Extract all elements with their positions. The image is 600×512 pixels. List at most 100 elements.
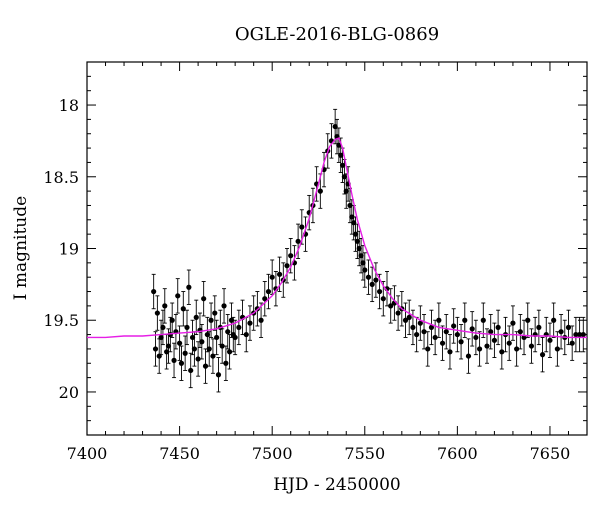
data-point — [458, 339, 464, 345]
plot-frame — [86, 61, 588, 436]
data-point — [236, 324, 242, 331]
data-point — [225, 329, 231, 335]
axis-ticks — [86, 62, 588, 436]
data-point — [491, 337, 498, 343]
y-tick-label: 19 — [59, 240, 79, 259]
data-point — [343, 188, 349, 194]
data-point — [243, 331, 249, 338]
data-point — [488, 329, 494, 335]
x-tick-label: 7600 — [437, 444, 478, 463]
data-point — [221, 303, 227, 309]
data-point — [428, 324, 435, 331]
x-tick-label: 7650 — [530, 444, 571, 463]
data-point — [580, 331, 586, 338]
data-point — [299, 224, 305, 230]
y-tick-label: 20 — [59, 383, 79, 402]
data-point — [226, 349, 233, 355]
data-point — [480, 317, 486, 323]
data-point — [189, 334, 196, 341]
data-point — [421, 329, 427, 335]
data-point — [506, 340, 512, 346]
x-axis-label: HJD - 2450000 — [273, 475, 401, 495]
data-point — [514, 346, 520, 352]
chart-title: OGLE-2016-BLG-0869 — [235, 24, 439, 45]
data-point — [223, 360, 229, 366]
data-point — [156, 353, 162, 359]
data-point — [188, 367, 194, 374]
data-point — [439, 340, 446, 346]
data-point — [158, 334, 164, 341]
data-point — [473, 334, 479, 341]
data-point — [202, 363, 209, 369]
data-point — [169, 317, 175, 323]
data-point — [295, 238, 301, 244]
data-point — [569, 340, 575, 346]
data-point — [373, 277, 379, 283]
data-point — [365, 274, 372, 280]
x-tick-label: 7400 — [67, 444, 108, 463]
data-point — [193, 314, 199, 320]
data-point — [376, 288, 383, 295]
data-point — [212, 310, 218, 316]
data-point — [151, 288, 157, 295]
data-point — [284, 263, 290, 269]
x-tick-label: 7450 — [159, 444, 200, 463]
data-point — [208, 317, 214, 323]
data-point — [476, 346, 483, 352]
data-point — [276, 271, 283, 277]
data-point — [565, 324, 572, 331]
data-point — [360, 260, 366, 266]
data-point — [201, 296, 207, 302]
data-point — [341, 174, 348, 180]
data-point — [539, 352, 546, 358]
data-point — [232, 334, 238, 341]
data-point — [425, 346, 431, 352]
data-point — [165, 343, 172, 349]
data-point — [154, 310, 160, 316]
data-point — [215, 372, 222, 378]
data-point — [358, 253, 364, 259]
data-point — [462, 317, 468, 323]
data-point — [317, 188, 323, 194]
data-point — [269, 274, 275, 280]
data-point — [347, 202, 353, 209]
data-point — [395, 310, 401, 316]
data-point — [191, 346, 198, 352]
data-point — [573, 331, 579, 338]
data-point — [454, 331, 460, 338]
data-point — [332, 123, 338, 130]
data-point — [465, 353, 472, 359]
y-tick-label: 18 — [59, 96, 79, 115]
data-point — [451, 323, 457, 329]
data-point — [186, 284, 192, 290]
data-point — [369, 281, 375, 287]
data-point — [339, 162, 346, 168]
data-point — [182, 350, 188, 356]
error-bars — [151, 108, 586, 393]
data-point — [351, 220, 357, 226]
data-point — [414, 331, 420, 338]
data-point — [336, 142, 342, 148]
data-point — [380, 296, 386, 302]
data-point — [406, 314, 412, 320]
data-point — [443, 329, 449, 335]
data-point — [388, 303, 394, 309]
tick-labels: 7400 7450 7500 7550 7600 7650 18 18.5 19 19.5 20 — [43, 96, 570, 463]
data-point — [354, 238, 360, 244]
data-point — [288, 253, 294, 259]
data-point — [176, 340, 183, 346]
data-point — [499, 349, 505, 355]
model-curve — [87, 137, 587, 339]
data-point — [356, 245, 362, 252]
data-point — [214, 334, 220, 341]
data-point — [469, 326, 475, 332]
data-point — [152, 346, 159, 352]
data-point — [547, 337, 553, 343]
data-point — [352, 231, 359, 237]
data-point — [164, 349, 170, 355]
data-point — [417, 320, 423, 326]
data-point — [528, 343, 535, 349]
y-tick-label: 18.5 — [43, 168, 79, 187]
data-point — [219, 343, 225, 349]
